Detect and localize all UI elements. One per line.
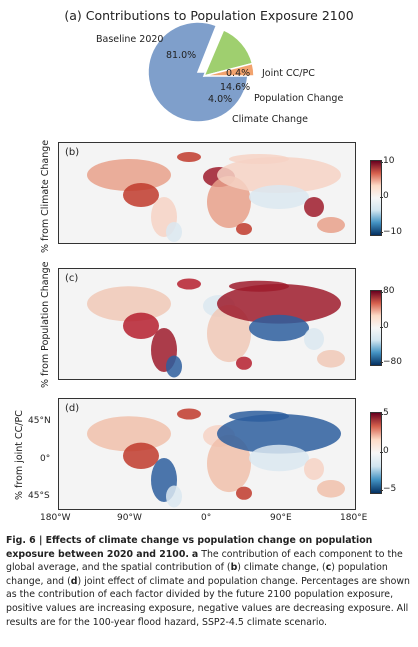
landmass (207, 434, 251, 493)
pie-label-baseline: Baseline 2020 (96, 34, 164, 45)
cbar-d-tick-zero: 0 (383, 446, 389, 456)
cbar-c-tick-min: −80 (383, 357, 402, 367)
figure-caption: Fig. 6 | Effects of climate change vs po… (6, 534, 412, 629)
ylabel-d: % from joint CC/PC (14, 410, 25, 500)
caption-heading: Fig. 6 | Effects of climate change vs po… (6, 535, 373, 560)
cbar-b-tick-min: −10 (383, 227, 402, 237)
landmass (166, 355, 182, 378)
landmass (177, 278, 201, 290)
landmass (304, 328, 324, 350)
lon-tick-90w: 90°W (117, 513, 142, 523)
panel-letter-b: (b) (65, 147, 80, 158)
cbar-c-tick-max: 80 (383, 286, 395, 296)
landmass (177, 408, 201, 420)
landmass (87, 416, 171, 452)
landmass (87, 159, 171, 191)
landmass (177, 152, 201, 162)
landmass (123, 442, 159, 469)
pie-slice-0 (147, 21, 249, 123)
pie-label-climate: Climate Change (232, 114, 308, 125)
landmass (207, 176, 251, 228)
landmass (229, 410, 289, 422)
world-map-d (87, 408, 345, 508)
pie-chart-title: (a) Contributions to Population Exposure… (64, 8, 354, 23)
cbar-c-tick-zero: 0 (383, 321, 389, 331)
map-panel-c: (c) (58, 268, 356, 380)
landmass (317, 350, 345, 368)
ylabel-c: % from Population Change (40, 261, 51, 388)
landmass (217, 284, 341, 324)
lon-tick-90e: 90°E (270, 513, 292, 523)
world-map-b (87, 152, 345, 242)
colorbar-b (370, 160, 382, 236)
pie-pct-joint: 0.4% (226, 68, 251, 79)
caption-a: a (191, 548, 199, 560)
caption-d: d (70, 575, 78, 587)
landmass (207, 304, 251, 363)
landmass (249, 185, 309, 209)
pie-pct-population: 14.6% (220, 82, 251, 93)
landmass (217, 157, 341, 193)
landmass (87, 286, 171, 322)
pie-label-joint: Joint CC/PC (262, 68, 315, 79)
panel-letter-d: (d) (65, 403, 80, 414)
ylabel-b: % from Climate Change (40, 139, 51, 253)
pie-label-population: Population Change (254, 93, 344, 104)
landmass (317, 480, 345, 498)
caption-text1: The contribution of each component to th… (6, 548, 403, 574)
landmass (217, 414, 341, 454)
landmass (304, 197, 324, 217)
caption-text3: ) population change, and ( (6, 562, 388, 587)
landmass (229, 280, 289, 292)
landmass (317, 217, 345, 233)
lat-tick-45s: 45°S (28, 491, 50, 501)
lat-tick-45n: 45°N (28, 416, 51, 426)
landmass (229, 154, 289, 164)
panel-letter-c: (c) (65, 273, 79, 284)
world-map-c (87, 278, 345, 378)
colorbar-c (370, 290, 382, 366)
map-panel-b: (b) (58, 142, 356, 244)
map-panel-d: (d) (58, 398, 356, 510)
lon-tick-0: 0° (201, 513, 212, 523)
landmass (236, 223, 252, 235)
caption-text4: ) joint effect of climate and population… (6, 575, 410, 628)
landmass (249, 444, 309, 472)
landmass (166, 485, 182, 508)
landmass (236, 486, 252, 500)
colorbar-d (370, 412, 382, 494)
landmass (123, 183, 159, 207)
landmass (236, 356, 252, 370)
landmass (166, 222, 182, 242)
caption-text2: ) climate change, ( (237, 562, 326, 574)
caption-b: b (230, 562, 238, 574)
pie-pct-climate: 4.0% (208, 94, 233, 105)
pie-pct-baseline: 81.0% (166, 50, 197, 61)
cbar-d-tick-min: −5 (383, 484, 397, 494)
landmass (304, 458, 324, 480)
landmass (249, 314, 309, 342)
cbar-b-tick-max: 10 (383, 156, 395, 166)
pie-chart (147, 21, 255, 123)
caption-c: c (325, 562, 332, 574)
cbar-d-tick-max: 5 (383, 408, 389, 418)
lat-tick-0: 0° (40, 454, 51, 464)
landmass (123, 312, 159, 339)
lon-tick-180e: 180°E (340, 513, 368, 523)
pie-slice-3 (203, 62, 255, 77)
lon-tick-180w: 180°W (40, 513, 71, 523)
cbar-b-tick-zero: 0 (383, 191, 389, 201)
